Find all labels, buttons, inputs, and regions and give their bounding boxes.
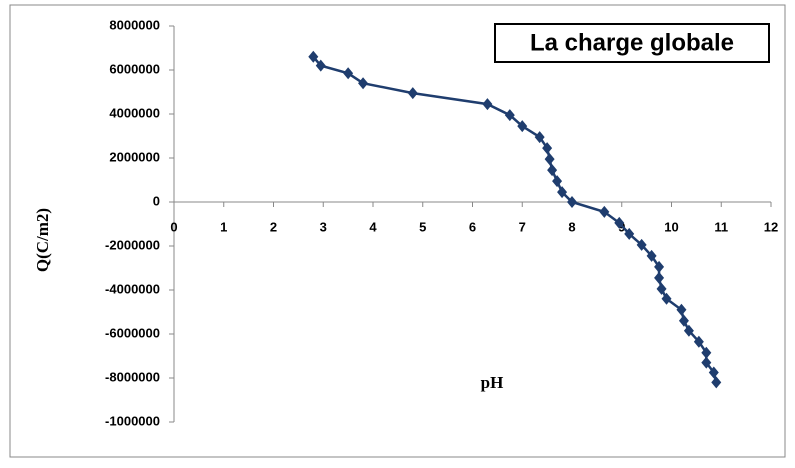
data-point <box>711 376 722 389</box>
data-point <box>308 50 319 63</box>
data-point <box>656 282 667 295</box>
data-point <box>534 131 545 144</box>
chart-title: La charge globale <box>530 29 734 56</box>
data-point <box>614 216 625 229</box>
data-point <box>676 303 687 316</box>
x-tick-label: 2 <box>270 219 277 234</box>
y-tick-label: -1000000 <box>105 413 160 428</box>
data-point <box>358 77 369 90</box>
data-point <box>315 59 326 72</box>
data-point <box>567 196 577 208</box>
x-tick-label: 8 <box>568 219 575 234</box>
data-point <box>343 67 354 80</box>
data-point <box>646 249 657 262</box>
data-point <box>547 164 558 177</box>
y-tick-label: 0 <box>153 193 160 208</box>
y-tick-label: 2000000 <box>109 149 160 164</box>
y-tick-label: -4000000 <box>105 281 160 296</box>
data-point <box>407 87 418 100</box>
data-point <box>708 366 719 379</box>
y-tick-label: 4000000 <box>109 105 160 120</box>
x-tick-label: 4 <box>369 219 377 234</box>
data-point <box>661 292 672 305</box>
y-tick-label: -8000000 <box>105 369 160 384</box>
data-point <box>654 271 665 284</box>
data-point <box>517 120 528 133</box>
x-tick-label: 0 <box>170 219 177 234</box>
data-point <box>542 142 553 155</box>
y-axis-label: Q(C/m2) <box>33 208 52 272</box>
data-point <box>552 175 563 188</box>
title-box <box>494 23 770 63</box>
data-point <box>654 260 665 273</box>
data-point <box>624 227 635 240</box>
data-point <box>599 205 610 218</box>
data-point <box>701 346 712 359</box>
data-point <box>557 186 568 199</box>
x-tick-label: 6 <box>469 219 476 234</box>
x-tick-label: 3 <box>320 219 327 234</box>
y-tick-label: 6000000 <box>109 61 160 76</box>
data-point <box>544 153 555 166</box>
data-point <box>636 238 647 251</box>
x-tick-label: 10 <box>664 219 678 234</box>
data-point <box>683 324 694 337</box>
x-tick-label: 11 <box>714 219 728 234</box>
chart-frame <box>9 4 786 458</box>
x-tick-label: 1 <box>220 219 227 234</box>
x-tick-label: 7 <box>519 219 526 234</box>
y-tick-label: -6000000 <box>105 325 160 340</box>
y-tick-label: -2000000 <box>105 237 160 252</box>
y-tick-label: 8000000 <box>109 17 160 32</box>
data-point <box>693 335 704 348</box>
data-point <box>482 98 493 111</box>
x-tick-label: 5 <box>419 219 426 234</box>
x-tick-label: 12 <box>764 219 778 234</box>
data-point <box>504 109 515 122</box>
data-point <box>678 314 689 327</box>
data-point <box>701 356 712 369</box>
x-axis-label: pH <box>481 373 504 392</box>
